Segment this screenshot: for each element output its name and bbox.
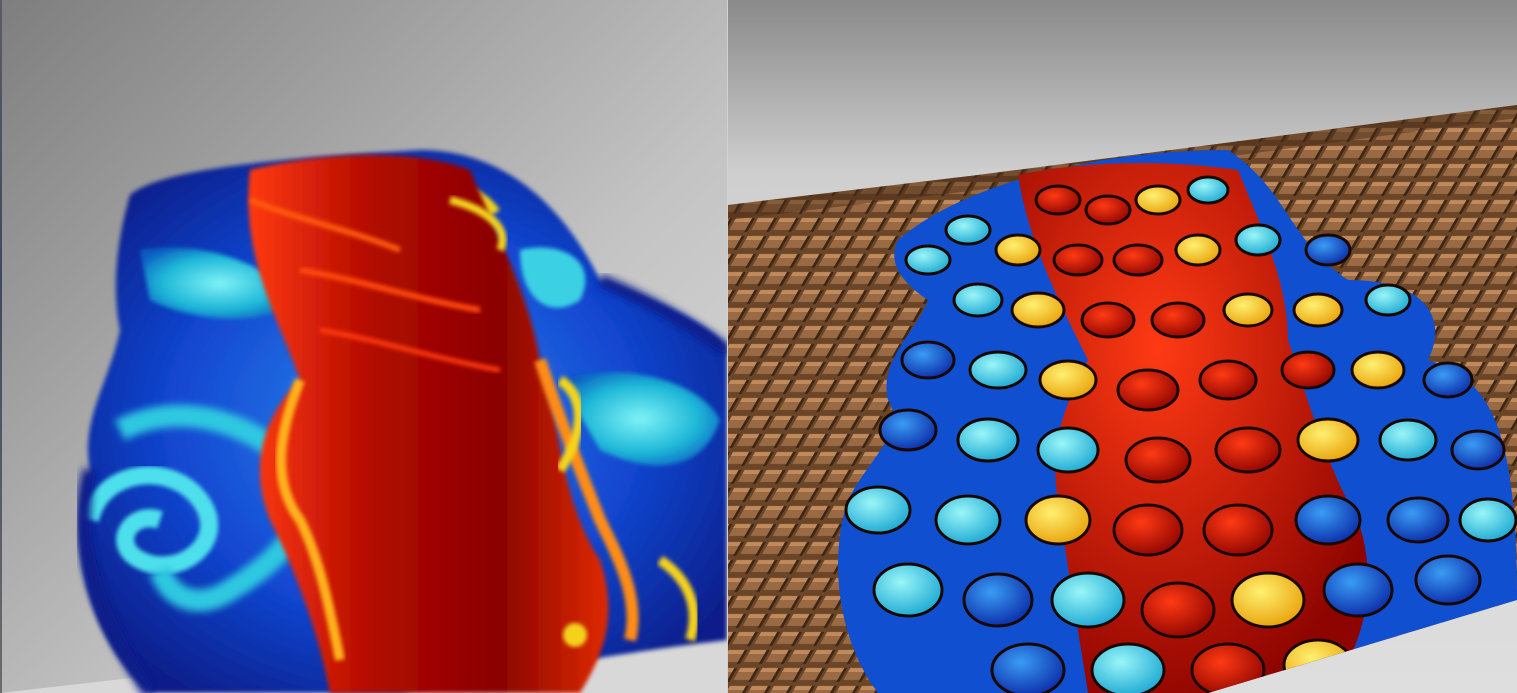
voronoi-cell-panel	[728, 0, 1517, 693]
voronoi-cells	[838, 150, 1517, 693]
voronoi-cell-render	[728, 0, 1517, 693]
smooth-volume-render	[0, 0, 727, 693]
panel-divider	[727, 0, 728, 693]
smooth-volume-panel	[0, 0, 727, 693]
left-edge-strip	[0, 0, 2, 693]
